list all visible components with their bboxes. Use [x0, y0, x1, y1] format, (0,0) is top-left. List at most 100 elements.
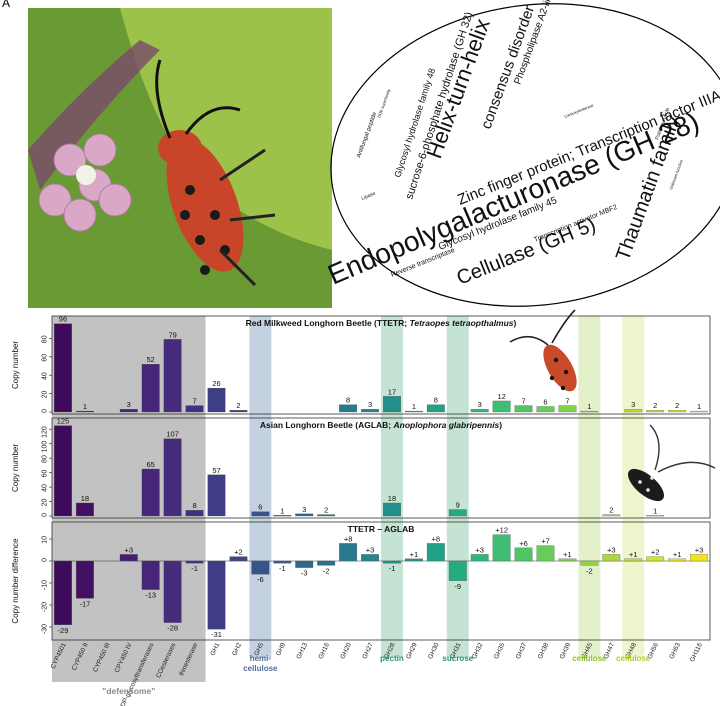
- data-label: +1: [563, 550, 572, 559]
- y-tick-label: 10: [42, 536, 49, 544]
- data-label: 1: [697, 402, 701, 411]
- bar: [448, 509, 467, 517]
- bar: [558, 405, 577, 413]
- y-tick-label: 60: [42, 470, 49, 478]
- data-label: -3: [301, 569, 308, 578]
- panel-title-text: TTETR – AGLAB: [348, 524, 415, 534]
- x-tick-label: GH30: [427, 642, 441, 661]
- y-tick-label: 40: [42, 484, 49, 492]
- flower-petal: [38, 183, 72, 217]
- beetle-head: [158, 130, 202, 166]
- y-tick-label: 20: [42, 498, 49, 506]
- data-label: -29: [58, 626, 69, 635]
- bar: [163, 339, 182, 413]
- panel-frame: [51, 521, 711, 641]
- data-label: 3: [478, 400, 482, 409]
- panel-title-species: Anoplophora glabripennis: [393, 420, 500, 430]
- panel-title-end: ): [514, 318, 517, 328]
- beetle-spot: [180, 210, 190, 220]
- bar: [163, 438, 182, 517]
- bar: [75, 560, 94, 599]
- data-label: -9: [454, 582, 461, 591]
- highlight-band: [622, 316, 645, 658]
- bar: [426, 404, 445, 413]
- flower-petal: [98, 183, 132, 217]
- panel-title: Asian Longhorn Beetle (AGLAB; Anoplophor…: [260, 420, 502, 430]
- bar: [361, 409, 379, 413]
- data-label: 57: [212, 466, 220, 475]
- highlight-label-line: cellulose: [572, 654, 607, 663]
- beetle-icon-spot: [563, 369, 569, 375]
- y-tick-label: 80: [42, 455, 49, 463]
- bar: [339, 543, 358, 562]
- data-label: +2: [234, 548, 243, 557]
- highlight-band: [381, 316, 403, 658]
- data-label: -13: [145, 591, 156, 600]
- bar: [536, 406, 555, 413]
- bar: [54, 425, 72, 517]
- panel-title-species: Tetraopes tetraopthalmus: [409, 318, 513, 328]
- flower-petal: [53, 143, 87, 177]
- bar: [580, 560, 599, 566]
- beetle-antenna: [155, 59, 172, 139]
- data-label: +3: [124, 545, 133, 554]
- x-tick-label: GH39: [559, 642, 573, 661]
- highlight-label-line: sucrose: [442, 654, 473, 663]
- highlight-band: [578, 316, 601, 658]
- bar: [383, 502, 401, 517]
- beetle-legs: [218, 148, 276, 287]
- x-tick-label: GH1: [209, 642, 221, 657]
- bar: [317, 514, 336, 517]
- flower-petal: [83, 133, 117, 167]
- data-label: 8: [346, 396, 350, 405]
- beetle-spot: [185, 185, 195, 195]
- bar: [141, 560, 160, 590]
- bar: [383, 560, 401, 564]
- highlight-label-line: pectin: [380, 654, 404, 663]
- y-tick-label: 80: [42, 335, 49, 343]
- bar: [141, 364, 160, 413]
- data-label: 125: [57, 417, 70, 426]
- data-label: +8: [432, 534, 441, 543]
- data-label: +6: [519, 539, 528, 548]
- y-tick-label: 0: [42, 558, 49, 562]
- y-tick-label: 100: [42, 441, 49, 453]
- y-tick-label: 0: [42, 409, 49, 413]
- y-tick-label: 0: [42, 513, 49, 517]
- bar: [295, 560, 314, 568]
- x-tick-label: GH35: [493, 642, 507, 661]
- data-label: -2: [323, 566, 330, 575]
- data-label: +1: [410, 550, 419, 559]
- x-tick-label: GH38: [537, 642, 551, 661]
- data-label: 3: [127, 400, 131, 409]
- bar: [536, 545, 555, 562]
- panel-title-text: Asian Longhorn Beetle (AGLAB;: [260, 420, 394, 430]
- beetle-spot: [200, 265, 210, 275]
- defensome-band: [52, 316, 206, 682]
- panel-title: TTETR – AGLAB: [348, 524, 415, 534]
- beetle-icon-antenna: [509, 309, 576, 346]
- bar: [404, 558, 423, 562]
- data-label: 26: [212, 379, 220, 388]
- word-cloud-word: Carboxylesterase: [564, 102, 595, 119]
- beetle-icon-spot: [646, 488, 650, 492]
- beetle-icon-spot: [650, 476, 654, 480]
- aglab-beetle-icon: [627, 424, 716, 502]
- y-tick-label: 60: [42, 354, 49, 362]
- data-label: +7: [541, 537, 550, 546]
- highlight-label: hemi-cellulose: [243, 654, 278, 673]
- beetle-icon-antenna: [649, 424, 716, 473]
- word-cloud-ellipse: [330, 3, 720, 307]
- highlight-label-line: cellulose: [616, 654, 651, 663]
- data-label: +1: [673, 550, 682, 559]
- data-label: 18: [81, 494, 89, 503]
- panel-frame: [51, 417, 711, 519]
- data-label: -1: [191, 564, 198, 573]
- bar: [558, 558, 577, 562]
- beetle-icon-spot: [549, 375, 555, 381]
- x-tick-label: GH9: [275, 642, 287, 657]
- data-label: 3: [302, 505, 306, 514]
- data-label: 7: [565, 397, 569, 406]
- bar: [75, 502, 94, 517]
- data-label: 8: [434, 396, 438, 405]
